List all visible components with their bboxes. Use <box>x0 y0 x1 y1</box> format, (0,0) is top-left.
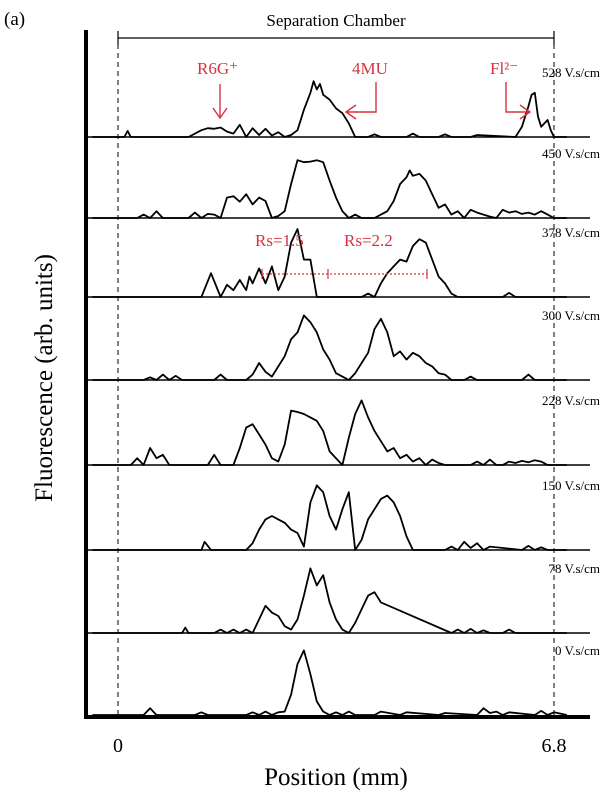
annotation-r6g: R6G⁺ <box>197 59 238 78</box>
annotation-fl: Fl²⁻ <box>490 59 518 78</box>
panel-label: (a) <box>4 9 25 30</box>
annotation-rs-2-2: Rs=2.2 <box>344 231 393 250</box>
trace-300-vs-cm <box>92 314 567 381</box>
field-label-150: 150 V.s/cm <box>542 478 600 493</box>
annotation-4mu: 4MU <box>352 59 388 78</box>
field-label-228: 228 V.s/cm <box>542 393 600 408</box>
y-axis-title: Fluorescence (arb. units) <box>31 254 58 502</box>
separation-chamber-label: Separation Chamber <box>266 11 406 30</box>
x-tick-label-6-8: 6.8 <box>542 735 567 757</box>
trace-0-vs-cm <box>92 649 567 716</box>
arrow-4mu <box>344 82 377 120</box>
traces-group: 528 V.s/cm 450 V.s/cm 378 V.s/cm 300 V.s/cm… <box>86 65 600 716</box>
arrow-fl <box>505 82 532 120</box>
field-label-300: 300 V.s/cm <box>542 308 600 323</box>
field-label-78: 78 V.s/cm <box>548 561 600 576</box>
arrow-r6g <box>212 84 228 120</box>
annotation-rs-1-5: Rs=1.5 <box>255 231 304 250</box>
field-label-528: 528 V.s/cm <box>542 65 600 80</box>
separation-chamber-bracket <box>117 31 555 45</box>
field-label-0: 0 V.s/cm <box>555 643 600 658</box>
trace-378-vs-cm <box>92 228 567 298</box>
trace-528-vs-cm <box>92 80 567 138</box>
trace-150-vs-cm <box>92 484 567 551</box>
field-label-378: 378 V.s/cm <box>542 225 600 240</box>
field-label-450: 450 V.s/cm <box>542 146 600 161</box>
trace-228-vs-cm <box>92 399 567 466</box>
x-tick-label-0: 0 <box>113 735 123 757</box>
trace-78-vs-cm <box>92 567 567 634</box>
trace-450-vs-cm <box>92 159 567 219</box>
x-axis-title: Position (mm) <box>264 764 408 791</box>
resolution-bracket <box>261 269 428 279</box>
